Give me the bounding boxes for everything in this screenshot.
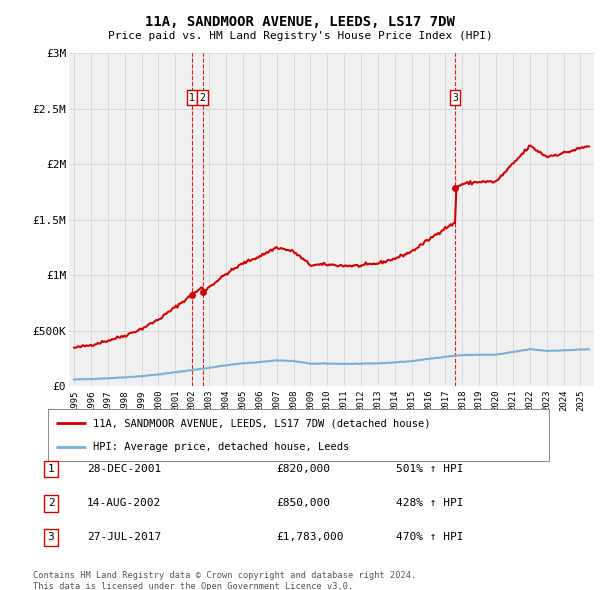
Text: 2: 2 — [200, 93, 206, 103]
Text: 3: 3 — [452, 93, 458, 103]
Text: 1: 1 — [189, 93, 195, 103]
Text: 428% ↑ HPI: 428% ↑ HPI — [396, 499, 464, 508]
Text: 3: 3 — [47, 533, 55, 542]
Text: 27-JUL-2017: 27-JUL-2017 — [87, 533, 161, 542]
Text: £820,000: £820,000 — [276, 464, 330, 474]
Text: 11A, SANDMOOR AVENUE, LEEDS, LS17 7DW: 11A, SANDMOOR AVENUE, LEEDS, LS17 7DW — [145, 15, 455, 29]
Text: 1: 1 — [47, 464, 55, 474]
Text: 501% ↑ HPI: 501% ↑ HPI — [396, 464, 464, 474]
Text: 11A, SANDMOOR AVENUE, LEEDS, LS17 7DW (detached house): 11A, SANDMOOR AVENUE, LEEDS, LS17 7DW (d… — [93, 418, 431, 428]
Text: £1,783,000: £1,783,000 — [276, 533, 343, 542]
Text: This data is licensed under the Open Government Licence v3.0.: This data is licensed under the Open Gov… — [33, 582, 353, 590]
Text: £850,000: £850,000 — [276, 499, 330, 508]
Text: Price paid vs. HM Land Registry's House Price Index (HPI): Price paid vs. HM Land Registry's House … — [107, 31, 493, 41]
Text: 28-DEC-2001: 28-DEC-2001 — [87, 464, 161, 474]
Text: 14-AUG-2002: 14-AUG-2002 — [87, 499, 161, 508]
Text: 470% ↑ HPI: 470% ↑ HPI — [396, 533, 464, 542]
Text: 2: 2 — [47, 499, 55, 508]
Text: Contains HM Land Registry data © Crown copyright and database right 2024.: Contains HM Land Registry data © Crown c… — [33, 571, 416, 580]
Text: HPI: Average price, detached house, Leeds: HPI: Average price, detached house, Leed… — [93, 442, 349, 453]
